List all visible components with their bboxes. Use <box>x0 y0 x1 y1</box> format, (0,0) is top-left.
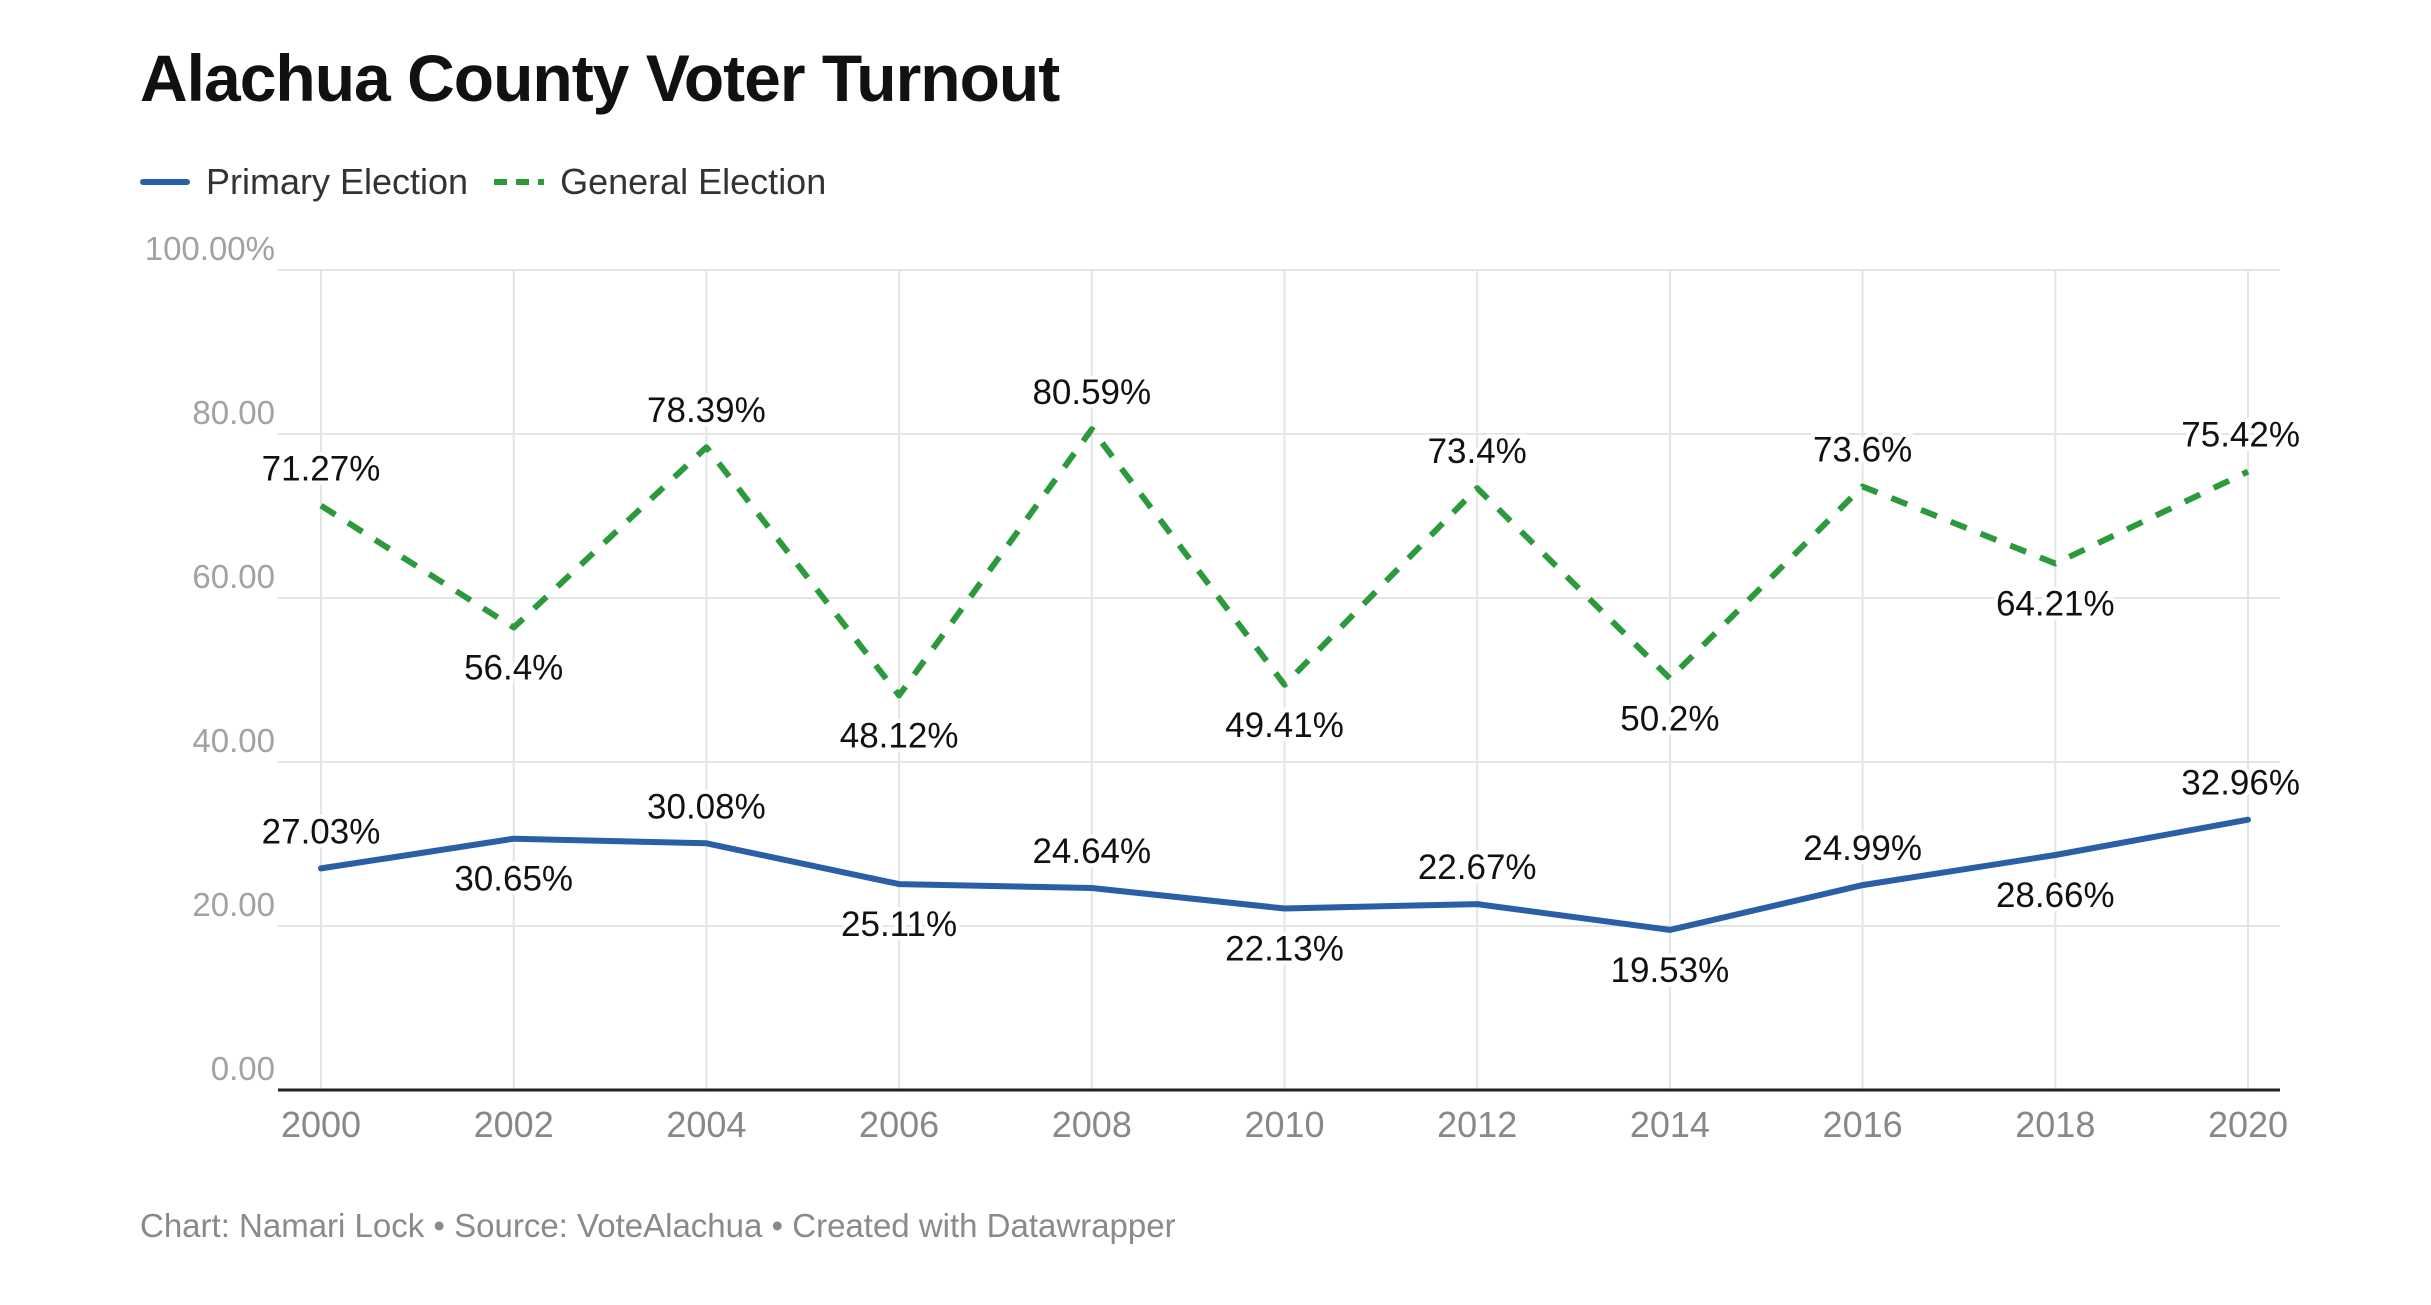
chart-footer: Chart: Namari Lock • Source: VoteAlachua… <box>140 1207 1176 1244</box>
x-tick-label: 2000 <box>281 1104 361 1145</box>
data-label: 71.27% <box>262 450 381 489</box>
data-label: 27.03% <box>262 812 381 851</box>
y-tick-label: 60.00 <box>192 558 275 595</box>
data-label: 49.41% <box>1225 706 1344 745</box>
y-tick-label: 0.00 <box>211 1050 275 1087</box>
legend-item-primary: Primary Election <box>140 161 468 203</box>
data-label: 30.65% <box>454 860 573 899</box>
y-tick-label: 100.00% <box>145 230 275 267</box>
y-tick-labels: 100.00% 80.00 60.00 40.00 20.00 0.00 <box>145 230 275 1087</box>
x-tick-label: 2002 <box>474 1104 554 1145</box>
x-tick-label: 2016 <box>1823 1104 1903 1145</box>
legend: Primary Election General Election <box>140 158 852 206</box>
data-label: 56.4% <box>464 649 563 688</box>
chart-title: Alachua County Voter Turnout <box>140 41 1060 115</box>
legend-label-primary: Primary Election <box>206 161 469 202</box>
legend-label-general: General Election <box>560 161 827 202</box>
y-tick-label: 40.00 <box>192 722 275 759</box>
series-line-primary <box>318 816 2251 933</box>
data-label: 78.39% <box>647 391 766 430</box>
data-label: 64.21% <box>1996 584 2115 623</box>
data-label: 19.53% <box>1611 951 1730 990</box>
data-label: 73.6% <box>1813 430 1912 469</box>
x-tick-label: 2008 <box>1052 1104 1132 1145</box>
x-tick-label: 2020 <box>2208 1104 2288 1145</box>
data-label: 73.4% <box>1428 432 1527 471</box>
x-tick-label: 2010 <box>1244 1104 1324 1145</box>
data-label: 75.42% <box>2181 416 2300 455</box>
data-label: 24.99% <box>1803 829 1922 868</box>
x-tick-label: 2014 <box>1630 1104 1710 1145</box>
data-label: 32.96% <box>2181 764 2300 803</box>
data-label: 22.13% <box>1225 930 1344 969</box>
x-tick-label: 2018 <box>2015 1104 2095 1145</box>
data-label: 30.08% <box>647 787 766 826</box>
grid <box>278 269 2280 1092</box>
data-label: 22.67% <box>1418 848 1537 887</box>
series-lines <box>318 426 2251 933</box>
data-label: 28.66% <box>1996 876 2115 915</box>
data-label: 48.12% <box>840 716 959 755</box>
x-tick-label: 2006 <box>859 1104 939 1145</box>
series-line-general <box>319 426 2250 699</box>
data-label: 80.59% <box>1032 373 1151 412</box>
data-label: 50.2% <box>1620 699 1719 738</box>
x-tick-labels: 2000 2002 2004 2006 2008 2010 2012 2014 2016 2018… <box>281 1104 2288 1145</box>
data-label: 24.64% <box>1032 832 1151 871</box>
legend-swatch-general <box>494 179 545 185</box>
legend-swatch-primary <box>140 179 190 185</box>
y-tick-label: 20.00 <box>192 886 275 923</box>
data-label: 25.11% <box>841 905 957 944</box>
data-labels: 27.03% 30.65% 30.08% 25.11% 24.64% 22.13% 22.6… <box>258 369 2304 994</box>
legend-item-general: General Election <box>494 161 826 203</box>
x-tick-label: 2012 <box>1437 1104 1517 1145</box>
x-tick-label: 2004 <box>666 1104 746 1145</box>
y-tick-label: 80.00 <box>192 394 275 431</box>
